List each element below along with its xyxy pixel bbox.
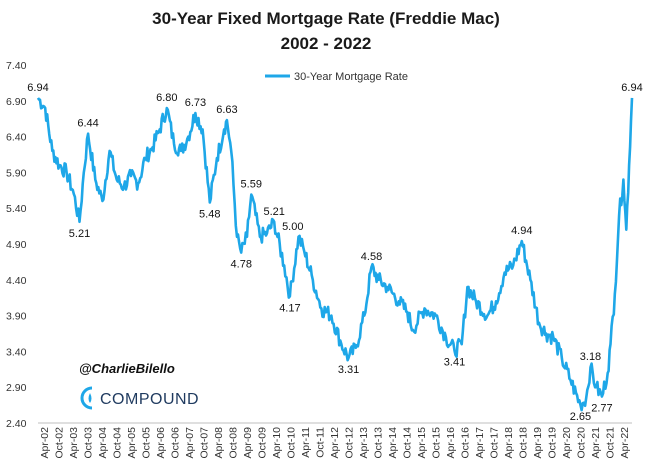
data-label: 5.00 (282, 221, 303, 233)
x-tick-label: Oct-04 (112, 427, 124, 459)
company-name: COMPOUND (100, 391, 199, 408)
data-label: 5.48 (199, 208, 220, 220)
x-tick-label: Apr-14 (387, 427, 399, 459)
x-axis: Apr-02 Oct-02 Apr-03 Oct-03 Apr-04 Oct-04 Apr-… (38, 422, 632, 459)
y-tick-label: 4.90 (6, 239, 27, 251)
y-axis: 7.40 6.90 6.40 5.90 5.40 4.90 4.40 3.90 3.40 2.90… (6, 60, 27, 430)
y-tick-label: 3.40 (6, 346, 27, 358)
x-tick-label: Oct-15 (430, 427, 442, 459)
x-tick-label: Oct-17 (488, 427, 500, 459)
plot-area (36, 97, 634, 412)
x-tick-label: Apr-19 (532, 427, 544, 459)
y-tick-label: 2.40 (6, 418, 27, 430)
x-tick-label: Apr-16 (445, 427, 457, 459)
y-tick-label: 3.90 (6, 311, 27, 323)
x-tick-label: Oct-19 (546, 427, 558, 459)
x-tick-label: Oct-10 (286, 427, 298, 459)
x-tick-label: Oct-05 (141, 427, 153, 459)
y-tick-label: 4.40 (6, 275, 27, 287)
x-tick-label: Apr-21 (590, 427, 602, 459)
x-tick-label: Oct-03 (83, 427, 95, 459)
data-label: 2.77 (591, 403, 612, 415)
data-label: 6.94 (621, 82, 642, 94)
x-tick-label: Apr-13 (358, 427, 370, 459)
chart-title: 30-Year Fixed Mortgage Rate (Freddie Mac… (152, 9, 500, 28)
x-tick-label: Apr-20 (561, 427, 573, 459)
data-label: 3.31 (338, 364, 359, 376)
data-label: 6.94 (27, 82, 48, 94)
y-tick-label: 6.40 (6, 132, 27, 144)
x-tick-label: Oct-11 (315, 427, 327, 458)
data-label: 3.41 (444, 357, 465, 369)
chart-subtitle: 2002 - 2022 (281, 34, 372, 53)
x-tick-label: Oct-07 (199, 427, 211, 459)
x-tick-label: Oct-06 (170, 427, 182, 459)
x-tick-label: Apr-10 (271, 427, 283, 459)
series-line (36, 97, 634, 412)
x-tick-label: Apr-06 (155, 427, 167, 459)
x-tick-label: Apr-15 (416, 427, 428, 459)
y-tick-label: 7.40 (6, 60, 27, 72)
data-label: 3.18 (580, 351, 601, 363)
x-tick-label: Apr-22 (619, 427, 631, 459)
x-tick-label: Apr-17 (474, 427, 486, 459)
data-label: 6.63 (216, 104, 237, 116)
x-tick-label: Oct-21 (604, 427, 616, 459)
x-tick-label: Apr-09 (242, 427, 254, 459)
legend: 30-Year Mortgage Rate (265, 71, 408, 83)
y-tick-label: 5.90 (6, 167, 27, 179)
x-tick-label: Oct-08 (228, 427, 240, 459)
x-tick-label: Apr-18 (503, 427, 515, 459)
data-label: 6.80 (156, 92, 177, 104)
x-tick-label: Apr-11 (300, 427, 312, 458)
y-tick-label: 6.90 (6, 96, 27, 108)
x-tick-label: Apr-08 (213, 427, 225, 459)
data-label: 5.59 (241, 179, 262, 191)
x-tick-label: Apr-04 (97, 427, 109, 459)
data-label: 5.21 (69, 228, 90, 240)
data-label: 2.65 (570, 411, 591, 423)
x-tick-label: Apr-03 (68, 427, 80, 459)
twitter-handle: @CharlieBilello (79, 361, 175, 376)
x-tick-label: Apr-12 (329, 427, 341, 459)
data-labels: 6.94 6.44 5.21 6.80 6.73 6.63 5.48 5.59 4.78 5.21… (27, 82, 642, 423)
x-tick-label: Oct-02 (54, 427, 66, 459)
x-tick-label: Oct-12 (343, 427, 355, 459)
x-tick-label: Apr-07 (184, 427, 196, 459)
data-label: 4.58 (361, 251, 382, 263)
x-tick-label: Oct-16 (459, 427, 471, 459)
x-tick-label: Oct-09 (257, 427, 269, 459)
data-label: 4.17 (279, 302, 300, 314)
data-label: 6.44 (77, 118, 98, 130)
data-label: 4.94 (511, 225, 532, 237)
x-tick-label: Oct-14 (401, 427, 413, 459)
x-tick-label: Apr-05 (126, 427, 138, 459)
x-tick-label: Apr-02 (39, 427, 51, 459)
x-tick-label: Oct-18 (517, 427, 529, 459)
y-tick-label: 2.90 (6, 382, 27, 394)
y-tick-label: 5.40 (6, 203, 27, 215)
x-tick-label: Oct-20 (575, 427, 587, 459)
x-tick-label: Oct-13 (372, 427, 384, 459)
branding: @CharlieBilello COMPOUND (79, 361, 199, 410)
data-label: 4.78 (231, 259, 252, 271)
data-label: 6.73 (185, 97, 206, 109)
legend-label: 30-Year Mortgage Rate (294, 71, 408, 83)
data-label: 5.21 (263, 206, 284, 218)
compound-logo-icon (80, 386, 93, 410)
